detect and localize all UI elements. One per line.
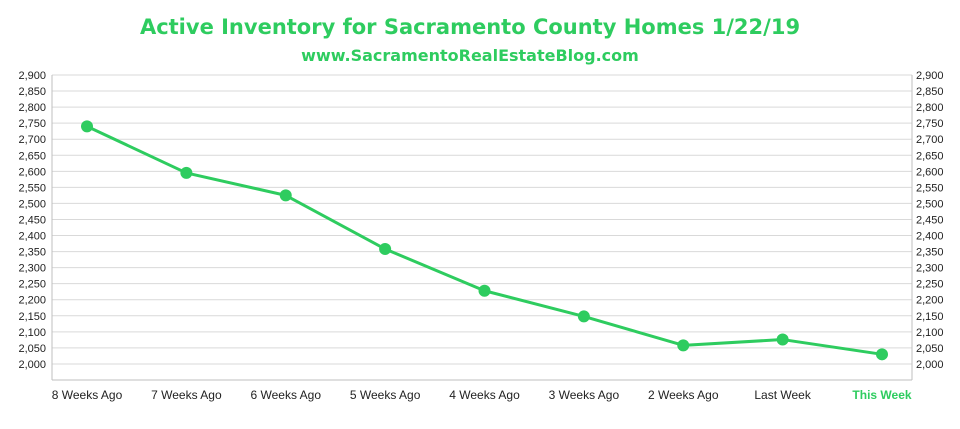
y-tick-label-right: 2,700 bbox=[916, 134, 944, 146]
x-tick-label: 3 Weeks Ago bbox=[549, 388, 620, 402]
x-tick-label: 7 Weeks Ago bbox=[151, 388, 222, 402]
x-tick-label: 8 Weeks Ago bbox=[52, 388, 123, 402]
y-tick-label-right: 2,300 bbox=[916, 263, 944, 275]
y-tick-label-left: 2,150 bbox=[18, 311, 46, 323]
y-tick-label-left: 2,750 bbox=[18, 118, 46, 130]
y-tick-label-right: 2,150 bbox=[916, 311, 944, 323]
y-tick-label-right: 2,800 bbox=[916, 102, 944, 114]
y-tick-label-left: 2,200 bbox=[18, 295, 46, 307]
y-tick-label-right: 2,100 bbox=[916, 327, 944, 339]
y-tick-label-right: 2,500 bbox=[916, 198, 944, 210]
y-tick-label-left: 2,050 bbox=[18, 343, 46, 355]
y-tick-label-right: 2,250 bbox=[916, 279, 944, 291]
data-point bbox=[180, 166, 193, 179]
y-tick-label-right: 2,650 bbox=[916, 150, 944, 162]
y-tick-label-right: 2,900 bbox=[916, 70, 944, 82]
data-point bbox=[81, 120, 93, 133]
y-tick-label-left: 2,500 bbox=[18, 198, 46, 210]
y-tick-label-right: 2,600 bbox=[916, 166, 944, 178]
y-tick-label-right: 2,400 bbox=[916, 231, 944, 243]
series-line bbox=[86, 125, 883, 356]
x-tick-label: 4 Weeks Ago bbox=[449, 388, 520, 402]
y-tick-label-left: 2,850 bbox=[18, 86, 46, 98]
y-tick-label-left: 2,900 bbox=[18, 70, 46, 82]
data-point bbox=[776, 333, 789, 346]
x-tick-label: Last Week bbox=[754, 388, 811, 402]
data-point bbox=[379, 243, 392, 256]
y-tick-label-left: 2,400 bbox=[18, 231, 46, 243]
y-tick-label-left: 2,700 bbox=[18, 134, 46, 146]
y-tick-label-left: 2,800 bbox=[18, 102, 46, 114]
y-tick-label-left: 2,100 bbox=[18, 327, 46, 339]
data-point bbox=[577, 310, 590, 323]
y-tick-label-left: 2,350 bbox=[18, 247, 46, 259]
y-tick-label-left: 2,550 bbox=[18, 182, 46, 194]
y-tick-label-right: 2,200 bbox=[916, 295, 944, 307]
chart-subtitle: www.SacramentoRealEstateBlog.com bbox=[301, 46, 639, 65]
y-tick-label-left: 2,650 bbox=[18, 150, 46, 162]
y-tick-label-right: 2,550 bbox=[916, 182, 944, 194]
y-tick-label-left: 2,250 bbox=[18, 279, 46, 291]
data-point bbox=[677, 339, 690, 352]
chart-title: Active Inventory for Sacramento County H… bbox=[139, 15, 801, 39]
x-tick-label: This Week bbox=[852, 388, 911, 402]
data-point bbox=[478, 284, 491, 297]
y-tick-label-right: 2,350 bbox=[916, 247, 944, 259]
x-tick-label: 5 Weeks Ago bbox=[350, 388, 421, 402]
y-tick-label-left: 2,450 bbox=[18, 214, 46, 226]
y-tick-label-right: 2,750 bbox=[916, 118, 944, 130]
x-tick-label: 2 Weeks Ago bbox=[648, 388, 719, 402]
y-tick-label-left: 2,000 bbox=[18, 359, 46, 371]
y-tick-label-left: 2,600 bbox=[18, 166, 46, 178]
y-tick-label-right: 2,450 bbox=[916, 214, 944, 226]
x-tick-label: 6 Weeks Ago bbox=[251, 388, 322, 402]
y-tick-label-right: 2,850 bbox=[916, 86, 944, 98]
y-tick-label-right: 2,000 bbox=[916, 359, 944, 371]
y-tick-label-right: 2,050 bbox=[916, 343, 944, 355]
data-point bbox=[876, 348, 888, 361]
y-tick-label-left: 2,300 bbox=[18, 263, 46, 275]
data-point bbox=[279, 189, 292, 202]
